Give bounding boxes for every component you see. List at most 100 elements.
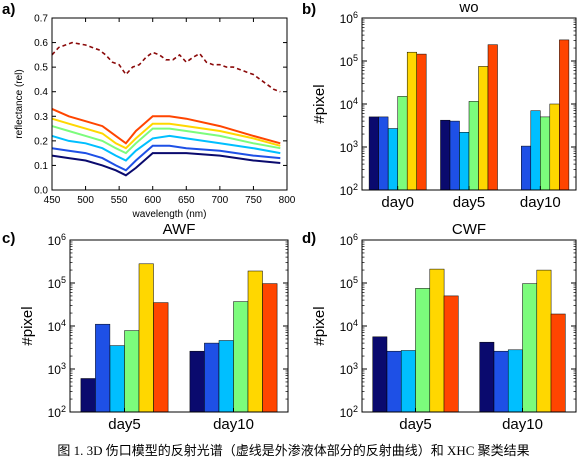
bar-day0-4 xyxy=(406,51,417,191)
bar-day0-3 xyxy=(397,96,408,191)
bar-day10-5 xyxy=(262,283,278,413)
series-line-1 xyxy=(51,107,281,145)
y-tick-label: 105 xyxy=(340,275,358,291)
panel-title: wo xyxy=(458,0,478,16)
figure-caption: 图 1. 3D 伤口模型的反射光谱（虚线是外渗液体部分的反射曲线）和 XHC 聚… xyxy=(57,443,530,458)
x-tick-label: 750 xyxy=(245,195,262,206)
x-tick-label: day10 xyxy=(520,194,561,211)
plot-frame xyxy=(51,17,288,191)
y-tick-label: 104 xyxy=(340,318,358,334)
y-tick-label: 102 xyxy=(340,182,358,198)
y-tick-label: 0.0 xyxy=(34,186,48,197)
bar-day10-1 xyxy=(521,145,532,191)
bar-day5-2 xyxy=(109,345,125,413)
x-tick-label: day10 xyxy=(213,416,254,433)
bar-day10-5 xyxy=(550,313,566,413)
y-tick-label: 105 xyxy=(340,53,358,69)
panel-label: b) xyxy=(302,1,316,18)
series-line-2 xyxy=(51,117,281,150)
panel-label: d) xyxy=(302,230,316,247)
y-tick-label: 103 xyxy=(340,139,358,155)
series-line-0 xyxy=(51,41,281,93)
bar-day5-1 xyxy=(95,323,111,413)
x-tick-label: 450 xyxy=(44,195,61,206)
bar-day5-4 xyxy=(478,66,489,191)
bar-day5-0 xyxy=(80,378,96,413)
y-tick-label: 0.4 xyxy=(34,87,48,98)
bar-day10-4 xyxy=(549,103,560,191)
y-tick-label: 0.3 xyxy=(34,112,48,123)
y-tick-label: 104 xyxy=(340,96,358,112)
figure: a) 450 500 550 600 650 700 750 800 0.0 0.1 0.2 0.3 0.… xyxy=(2,0,577,433)
x-axis-label: wavelength (nm) xyxy=(132,209,207,220)
bar-day10-2 xyxy=(530,110,541,191)
bar-day10-4 xyxy=(536,269,552,413)
y-tick-label: 102 xyxy=(48,404,66,420)
bar-day5-4 xyxy=(429,268,445,413)
y-tick-label: 102 xyxy=(340,404,358,420)
y-tick-label: 0.2 xyxy=(34,136,48,147)
y-tick-label: 0.6 xyxy=(34,38,48,49)
y-tick-label: 106 xyxy=(48,232,66,248)
bar-day0-2 xyxy=(387,128,398,191)
bar-day10-0 xyxy=(189,350,205,413)
y-tick-label: 106 xyxy=(340,10,358,26)
bar-day10-0 xyxy=(479,341,495,413)
y-axis-label: #pixel xyxy=(19,306,36,345)
x-tick-label: 550 xyxy=(111,195,128,206)
bar-day5-1 xyxy=(386,350,402,413)
bar-day10-3 xyxy=(233,301,249,413)
bar-day10-2 xyxy=(507,349,523,413)
y-tick-label: 106 xyxy=(340,232,358,248)
series-line-4 xyxy=(51,134,281,162)
bar-day10-3 xyxy=(540,116,551,191)
x-tick-label: day5 xyxy=(108,416,141,433)
bar-day10-3 xyxy=(522,283,538,413)
panel-label: a) xyxy=(2,1,15,18)
y-axis-label: #pixel xyxy=(311,84,328,123)
x-tick-label: day10 xyxy=(502,416,543,433)
bar-day5-0 xyxy=(372,336,388,413)
bar-day5-2 xyxy=(459,132,470,191)
bar-day5-3 xyxy=(415,288,431,413)
y-axis-label: #pixel xyxy=(311,306,328,345)
bar-day5-1 xyxy=(449,120,460,191)
x-tick-label: 500 xyxy=(77,195,94,206)
bar-day5-0 xyxy=(440,119,451,191)
bar-day5-4 xyxy=(138,263,154,413)
bar-day0-5 xyxy=(416,53,427,191)
x-tick-label: 700 xyxy=(212,195,229,206)
y-tick-label: 103 xyxy=(48,361,66,377)
series-line-5 xyxy=(51,144,281,172)
y-tick-label: 0.7 xyxy=(34,14,48,25)
bar-day5-2 xyxy=(400,350,416,413)
bar-day10-2 xyxy=(218,340,234,413)
y-axis-label: reflectance (rel) xyxy=(14,69,25,138)
bar-day0-1 xyxy=(378,116,389,191)
y-tick-label: 0.5 xyxy=(34,63,48,74)
bar-day10-1 xyxy=(493,350,509,413)
x-tick-label: day0 xyxy=(381,194,414,211)
x-tick-label: 800 xyxy=(279,195,296,206)
series-line-3 xyxy=(51,125,281,155)
bar-day5-5 xyxy=(153,302,169,413)
y-tick-label: 104 xyxy=(48,318,66,334)
bar-day10-5 xyxy=(559,39,570,191)
panel-label: c) xyxy=(2,230,15,247)
bar-day10-1 xyxy=(204,342,220,413)
panel-title: CWF xyxy=(452,221,486,238)
bar-day10-4 xyxy=(247,270,263,413)
series-line-6 xyxy=(51,152,281,177)
x-tick-label: day5 xyxy=(453,194,486,211)
x-tick-label: 600 xyxy=(144,195,161,206)
bar-day0-0 xyxy=(368,116,379,191)
x-tick-label: day5 xyxy=(399,416,432,433)
y-tick-label: 103 xyxy=(340,361,358,377)
y-tick-label: 0.1 xyxy=(34,161,48,172)
x-tick-label: 650 xyxy=(178,195,195,206)
bar-day5-3 xyxy=(468,101,479,191)
bar-day5-3 xyxy=(124,330,140,413)
bar-day5-5 xyxy=(443,295,459,413)
panel-title: AWF xyxy=(163,221,196,238)
bar-day5-5 xyxy=(487,44,498,191)
